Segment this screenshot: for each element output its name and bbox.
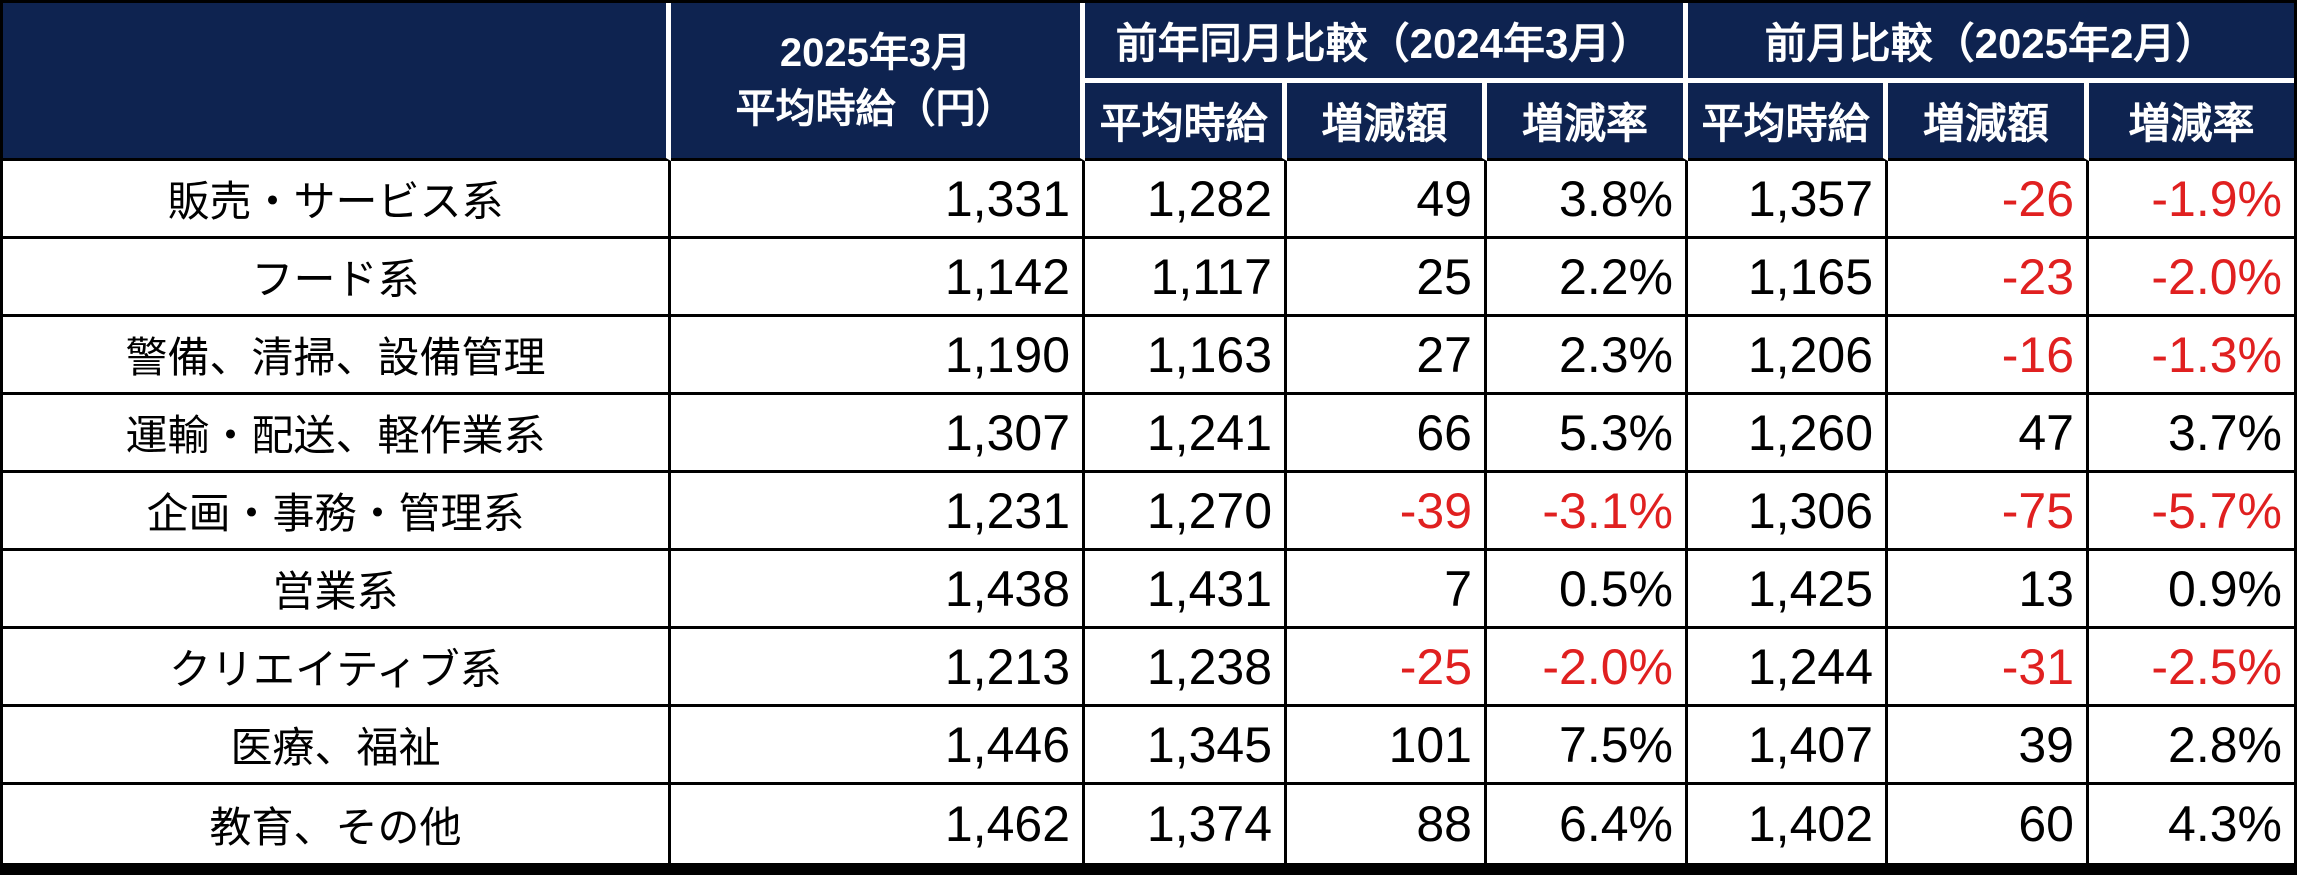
- value-cell: 1,462: [671, 785, 1085, 863]
- table-body: 販売・サービス系 1,331 1,282 49 3.8% 1,357 -26 -…: [3, 161, 2294, 863]
- value-cell: -2.5%: [2089, 629, 2294, 707]
- value-cell: -1.9%: [2089, 161, 2294, 239]
- value-cell: 2.3%: [1487, 317, 1688, 395]
- value-cell: 1,244: [1688, 629, 1888, 707]
- value-cell: -31: [1888, 629, 2089, 707]
- value-cell: 1,165: [1688, 239, 1888, 317]
- value-cell: 101: [1287, 707, 1487, 785]
- value-cell: -26: [1888, 161, 2089, 239]
- value-cell: 1,260: [1688, 395, 1888, 473]
- yoy-diff-subheader: 増減額: [1287, 83, 1487, 161]
- value-cell: 1,241: [1085, 395, 1287, 473]
- value-cell: 60: [1888, 785, 2089, 863]
- yoy-rate-subheader: 増減率: [1487, 83, 1688, 161]
- value-cell: 1,331: [671, 161, 1085, 239]
- value-cell: 1,431: [1085, 551, 1287, 629]
- value-cell: 6.4%: [1487, 785, 1688, 863]
- category-cell: 教育、その他: [3, 785, 671, 863]
- value-cell: -25: [1287, 629, 1487, 707]
- value-cell: -5.7%: [2089, 473, 2294, 551]
- value-cell: 49: [1287, 161, 1487, 239]
- value-cell: 1,307: [671, 395, 1085, 473]
- value-cell: 1,206: [1688, 317, 1888, 395]
- value-cell: 1,306: [1688, 473, 1888, 551]
- value-cell: -1.3%: [2089, 317, 2294, 395]
- yoy-avg-subheader: 平均時給: [1085, 83, 1287, 161]
- value-cell: -23: [1888, 239, 2089, 317]
- value-cell: 5.3%: [1487, 395, 1688, 473]
- value-cell: -2.0%: [1487, 629, 1688, 707]
- value-cell: 1,213: [671, 629, 1085, 707]
- category-cell: 販売・サービス系: [3, 161, 671, 239]
- value-cell: 66: [1287, 395, 1487, 473]
- value-cell: 1,231: [671, 473, 1085, 551]
- value-cell: 1,407: [1688, 707, 1888, 785]
- value-cell: 1,190: [671, 317, 1085, 395]
- category-cell: クリエイティブ系: [3, 629, 671, 707]
- month-avg-header: 2025年3月 平均時給（円）: [671, 3, 1085, 161]
- value-cell: 27: [1287, 317, 1487, 395]
- value-cell: 7: [1287, 551, 1487, 629]
- value-cell: 3.7%: [2089, 395, 2294, 473]
- value-cell: 1,345: [1085, 707, 1287, 785]
- category-cell: 企画・事務・管理系: [3, 473, 671, 551]
- category-cell: フード系: [3, 239, 671, 317]
- category-cell: 医療、福祉: [3, 707, 671, 785]
- mom-avg-subheader: 平均時給: [1688, 83, 1888, 161]
- value-cell: 1,438: [671, 551, 1085, 629]
- value-cell: 39: [1888, 707, 2089, 785]
- value-cell: -75: [1888, 473, 2089, 551]
- category-cell: 警備、清掃、設備管理: [3, 317, 671, 395]
- value-cell: 4.3%: [2089, 785, 2294, 863]
- value-cell: -16: [1888, 317, 2089, 395]
- category-cell: 運輸・配送、軽作業系: [3, 395, 671, 473]
- value-cell: 7.5%: [1487, 707, 1688, 785]
- mom-diff-subheader: 増減額: [1888, 83, 2089, 161]
- value-cell: 1,446: [671, 707, 1085, 785]
- value-cell: 88: [1287, 785, 1487, 863]
- value-cell: 1,270: [1085, 473, 1287, 551]
- value-cell: 1,282: [1085, 161, 1287, 239]
- mom-group-header: 前月比較（2025年2月）: [1688, 3, 2294, 83]
- category-cell: 営業系: [3, 551, 671, 629]
- value-cell: 2.8%: [2089, 707, 2294, 785]
- value-cell: 47: [1888, 395, 2089, 473]
- value-cell: 25: [1287, 239, 1487, 317]
- value-cell: 0.5%: [1487, 551, 1688, 629]
- value-cell: 2.2%: [1487, 239, 1688, 317]
- value-cell: 1,357: [1688, 161, 1888, 239]
- mom-rate-subheader: 増減率: [2089, 83, 2294, 161]
- value-cell: 1,142: [671, 239, 1085, 317]
- table-header: 2025年3月 平均時給（円） 前年同月比較（2024年3月） 前月比較（202…: [3, 3, 2294, 161]
- value-cell: 1,374: [1085, 785, 1287, 863]
- value-cell: 1,163: [1085, 317, 1287, 395]
- value-cell: 1,425: [1688, 551, 1888, 629]
- value-cell: 0.9%: [2089, 551, 2294, 629]
- category-header-cell: [3, 3, 671, 161]
- value-cell: -2.0%: [2089, 239, 2294, 317]
- value-cell: 13: [1888, 551, 2089, 629]
- value-cell: -39: [1287, 473, 1487, 551]
- value-cell: -3.1%: [1487, 473, 1688, 551]
- value-cell: 1,117: [1085, 239, 1287, 317]
- value-cell: 1,238: [1085, 629, 1287, 707]
- yoy-group-header: 前年同月比較（2024年3月）: [1085, 3, 1688, 83]
- value-cell: 1,402: [1688, 785, 1888, 863]
- value-cell: 3.8%: [1487, 161, 1688, 239]
